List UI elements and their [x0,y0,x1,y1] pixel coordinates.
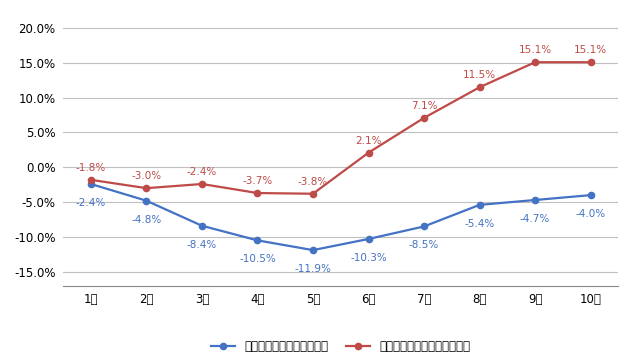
有効求職者数の対前年増減率 [531,60,539,64]
有効求職者数の対前年増減率 [365,151,372,155]
有効求職者数の対前年増減率 [420,116,428,120]
有効求職者数の対前年増減率 [309,192,317,196]
Text: -3.0%: -3.0% [131,171,162,181]
Text: -1.8%: -1.8% [76,163,106,173]
Text: -11.9%: -11.9% [295,264,331,274]
有効求職者数の対前年増減率 [198,182,206,186]
有効求人数の対前年増減率 [309,248,317,252]
Text: -8.5%: -8.5% [409,240,439,250]
有効求職者数の対前年増減率 [587,60,594,64]
Text: -5.4%: -5.4% [464,219,495,229]
Text: 7.1%: 7.1% [411,101,437,111]
有効求職者数の対前年増減率 [143,186,150,190]
有効求人数の対前年増減率 [531,198,539,202]
有効求人数の対前年増減率 [587,193,594,197]
Text: -2.4%: -2.4% [76,198,106,208]
Text: -3.8%: -3.8% [298,177,328,187]
Text: -4.0%: -4.0% [575,209,606,219]
Legend: 有効求人数の対前年増減率, 有効求職者数の対前年増減率: 有効求人数の対前年増減率, 有効求職者数の対前年増減率 [206,336,475,357]
Text: -8.4%: -8.4% [187,240,217,250]
Text: 2.1%: 2.1% [355,136,382,146]
有効求職者数の対前年増減率 [87,178,95,182]
Line: 有効求職者数の対前年増減率: 有効求職者数の対前年増減率 [88,59,594,197]
有効求人数の対前年増減率 [365,237,372,241]
Text: -4.8%: -4.8% [131,215,162,225]
Line: 有効求人数の対前年増減率: 有効求人数の対前年増減率 [88,181,594,253]
Text: 15.1%: 15.1% [574,45,607,55]
Text: -4.7%: -4.7% [520,214,550,224]
有効求人数の対前年増減率 [87,182,95,186]
有効求職者数の対前年増減率 [254,191,261,195]
有効求人数の対前年増減率 [198,223,206,228]
有効求人数の対前年増減率 [143,198,150,203]
Text: 15.1%: 15.1% [519,45,551,55]
Text: -10.3%: -10.3% [350,253,387,263]
Text: -10.5%: -10.5% [239,254,276,264]
Text: -2.4%: -2.4% [187,167,217,177]
Text: -3.7%: -3.7% [242,176,273,186]
有効求職者数の対前年増減率 [476,85,483,89]
有効求人数の対前年増減率 [254,238,261,242]
Text: 11.5%: 11.5% [463,70,496,80]
有効求人数の対前年増減率 [420,224,428,228]
有効求人数の対前年増減率 [476,203,483,207]
